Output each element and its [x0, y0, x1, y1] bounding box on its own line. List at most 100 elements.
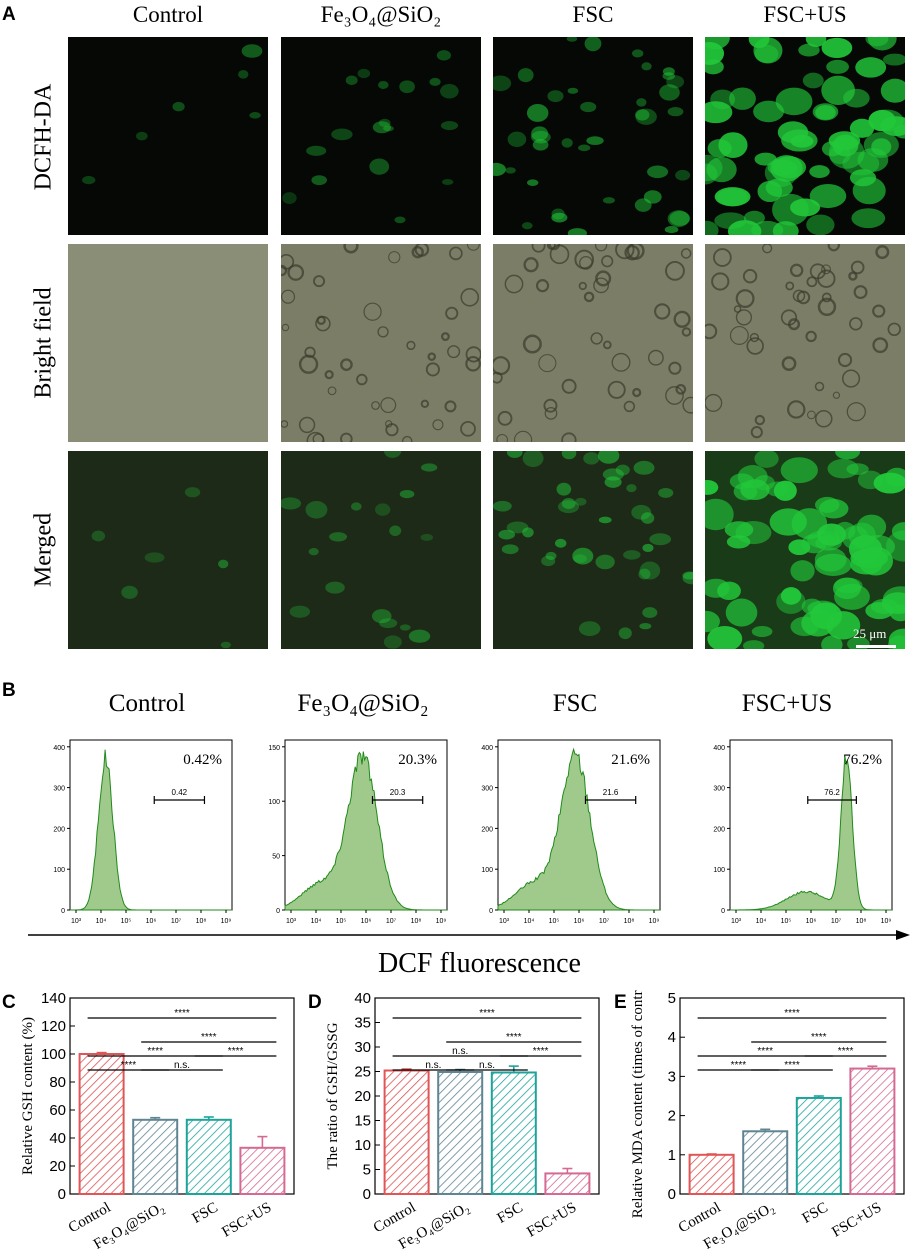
panel-label-a: A [2, 4, 16, 25]
flow-xtick: 10⁸ [856, 918, 867, 925]
flow-ytick: 100 [268, 799, 280, 806]
flow-ytick: 0 [276, 908, 280, 915]
flow-histogram-1: 0 50 100 150 10³ 10⁴ 10⁵ 10⁶ 10⁷ 10⁸ 10⁹ 20.3 20.3% [268, 738, 451, 937]
bar-2 [185, 1118, 232, 1195]
significance-label: **** [121, 1060, 137, 1071]
micrograph-dcfh-1 [281, 37, 481, 235]
flow-xtick: 10⁶ [574, 918, 585, 925]
y-tick-label: 0 [668, 1186, 676, 1203]
flow-xtick: 10⁹ [649, 918, 660, 925]
y-axis-label: Relative GSH content (%) [20, 1017, 36, 1175]
y-tick-label: 120 [41, 1018, 66, 1035]
column-label-control: Control [132, 2, 204, 27]
y-tick-label: 5 [363, 1162, 371, 1179]
micrograph-bright-0 [68, 244, 268, 442]
flow-percent: 0.42% [183, 752, 222, 768]
flow-gate-label: 0.42 [172, 788, 188, 797]
flow-title-fsc: FSC [552, 690, 598, 717]
bar-0 [383, 1069, 430, 1195]
flow-xtick: 10⁷ [831, 918, 842, 925]
flow-ytick: 150 [268, 745, 280, 752]
flow-ytick: 100 [53, 867, 65, 874]
micrograph-merged-2 [493, 451, 693, 649]
flow-ytick: 50 [272, 854, 280, 861]
y-tick-label: 4 [668, 1029, 676, 1046]
flow-ytick: 400 [713, 745, 725, 752]
flow-histogram-3: 0 100 200 300 400 10³ 10⁴ 10⁵ 10⁶ 10⁷ 10⁸ 10⁹ 76.2 76… [713, 738, 896, 937]
bar-1 [742, 1130, 789, 1195]
flow-xtick: 10⁶ [806, 918, 817, 925]
flow-gate-label: 21.6 [603, 788, 619, 797]
flow-xtick: 10⁹ [436, 918, 447, 925]
flow-xtick: 10⁴ [524, 918, 535, 925]
category-label: FSC [800, 1200, 831, 1227]
mda-content-chart: 0 1 2 3 4 5 Relative MDA content (times of con… [630, 990, 905, 1253]
flow-xtick: 10⁴ [311, 918, 322, 925]
flow-gate-label: 76.2 [824, 788, 840, 797]
y-tick-label: 20 [49, 1158, 66, 1175]
flow-gate-label: 20.3 [390, 788, 406, 797]
micrograph-merged-3 [705, 451, 905, 649]
significance-label: **** [479, 1008, 495, 1019]
flow-ytick: 200 [481, 826, 493, 833]
y-tick-label: 40 [354, 990, 371, 1007]
column-label-fsc-us: FSC+US [763, 2, 847, 27]
y-tick-label: 1 [668, 1147, 676, 1164]
y-tick-label: 40 [49, 1130, 66, 1147]
dcf-axis-label: DCF fluorescence [378, 948, 581, 979]
flow-xtick: 10³ [286, 918, 297, 925]
bar-0 [688, 1153, 735, 1196]
y-tick-label: 35 [354, 1015, 371, 1032]
category-label: FSC+US [219, 1200, 274, 1241]
flow-percent: 76.2% [843, 752, 882, 768]
flow-xtick: 10⁸ [411, 918, 422, 925]
significance-label: **** [201, 1032, 217, 1043]
significance-label: **** [784, 1060, 800, 1071]
scale-bar [856, 645, 896, 648]
bar-2 [795, 1096, 842, 1195]
micrograph-dcfh-3 [705, 37, 905, 235]
significance-label: **** [228, 1046, 244, 1057]
bar-3 [849, 1067, 896, 1195]
y-axis-label: Relative MDA content (times of control) [630, 990, 646, 1218]
flow-ytick: 200 [53, 826, 65, 833]
panel-label-d: D [308, 992, 322, 1013]
flow-xtick: 10⁷ [171, 918, 182, 925]
category-label: FSC [190, 1200, 221, 1227]
y-tick-label: 140 [41, 990, 66, 1007]
flow-xtick: 10⁵ [781, 918, 792, 925]
flow-ytick: 300 [53, 786, 65, 793]
flow-xtick: 10³ [731, 918, 742, 925]
flow-ytick: 100 [713, 867, 725, 874]
flow-xtick: 10⁸ [624, 918, 635, 925]
significance-label: n.s. [174, 1060, 190, 1071]
flow-xtick: 10⁵ [336, 918, 347, 925]
panel-label-e: E [614, 992, 627, 1013]
column-label-fsc: FSC [572, 2, 614, 27]
y-tick-label: 20 [354, 1088, 371, 1105]
flow-xtick: 10⁷ [599, 918, 610, 925]
flow-ytick: 300 [481, 786, 493, 793]
flow-ytick: 0 [489, 908, 493, 915]
row-label-bright-field: Bright field [30, 287, 57, 399]
significance-label: **** [506, 1032, 522, 1043]
bar-0 [78, 1053, 125, 1195]
category-label: FSC [495, 1200, 526, 1227]
significance-label: **** [731, 1060, 747, 1071]
y-tick-label: 0 [363, 1186, 371, 1203]
flow-ytick: 300 [713, 786, 725, 793]
flow-ytick: 0 [61, 908, 65, 915]
significance-label: **** [147, 1046, 163, 1057]
flow-xtick: 10⁴ [756, 918, 767, 925]
flow-title-fsc-us: FSC+US [741, 690, 833, 717]
significance-label: **** [174, 1008, 190, 1019]
flow-ytick: 200 [713, 826, 725, 833]
flow-percent: 20.3% [398, 752, 437, 768]
flow-title-fe3o4-sio2: Fe₃O₄@SiO₂ [297, 690, 429, 717]
dcf-axis-arrow [28, 930, 910, 940]
flow-xtick: 10⁷ [386, 918, 397, 925]
scale-bar-label: 25 μm [853, 626, 887, 641]
row-label-merged: Merged [30, 512, 57, 588]
gsh-content-chart: 0 20 40 60 80 100 120 140 Relative GSH content (… [20, 990, 295, 1253]
